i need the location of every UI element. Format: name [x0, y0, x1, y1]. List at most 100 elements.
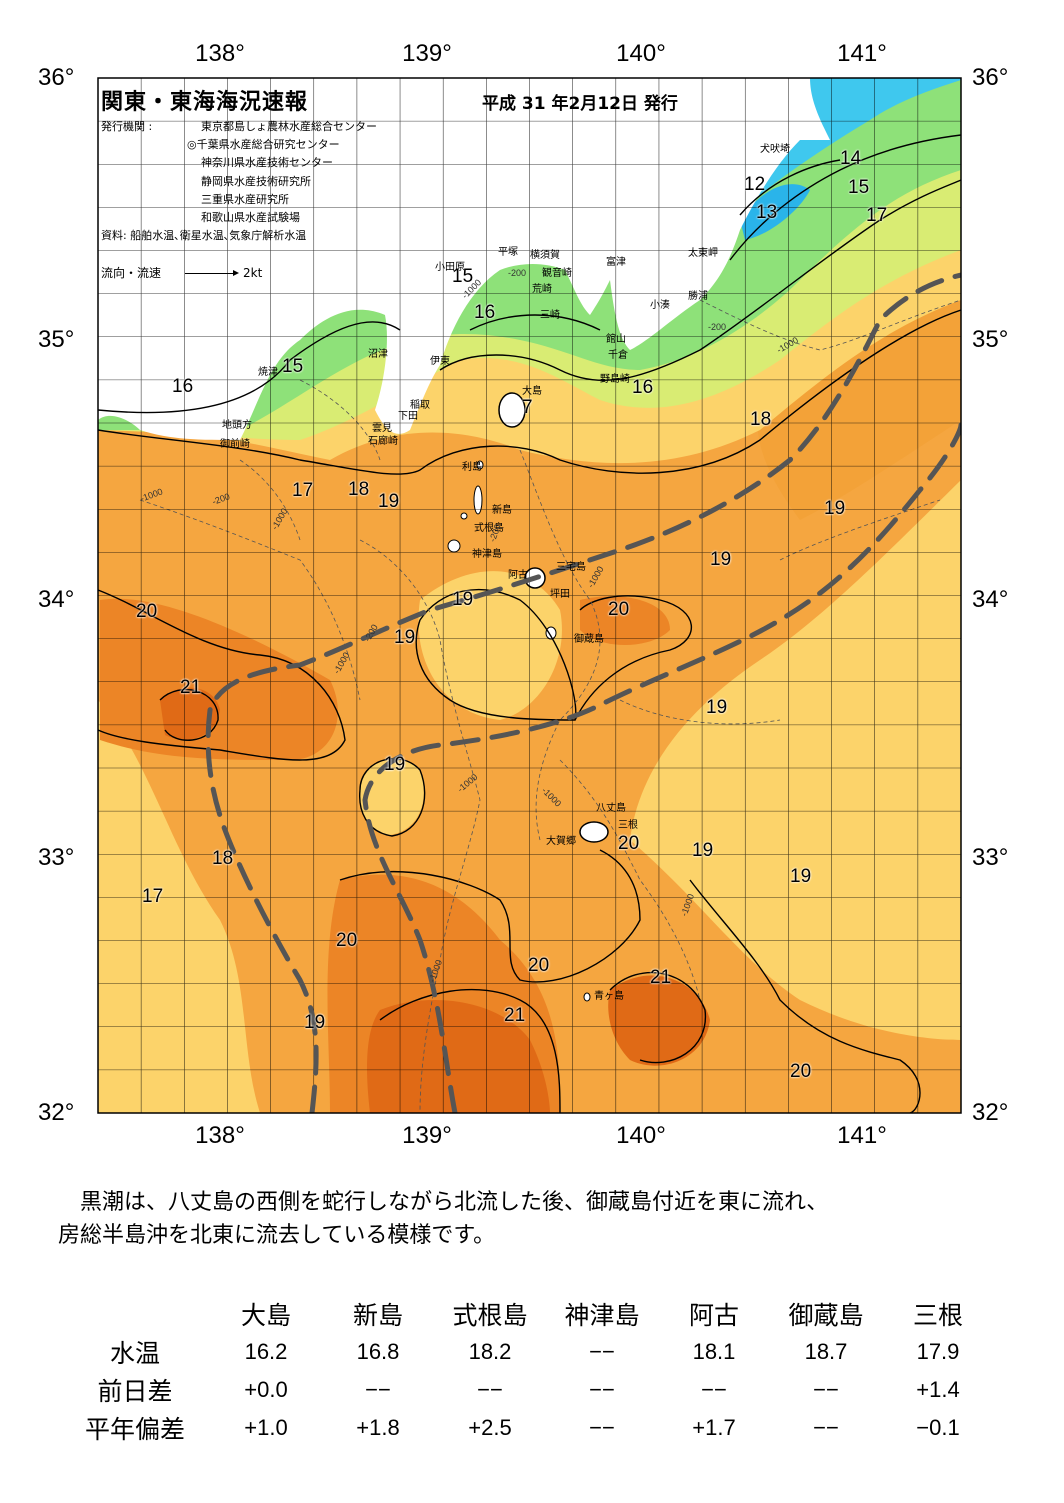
place-label: 式根島 [474, 523, 504, 534]
ocean-cool-east [630, 480, 961, 1040]
isotherm-label: 19 [706, 697, 728, 718]
place-label: 荒崎 [532, 284, 552, 295]
isotherm-label: 19 [824, 498, 846, 519]
place-label: 小湊 [650, 300, 670, 311]
table-column-header: 式根島 [452, 1302, 528, 1330]
place-label: 勝浦 [688, 291, 708, 302]
isotherm-label: 19 [452, 589, 474, 610]
row-header: 水温 [109, 1340, 160, 1368]
ocean-yellow-eddy [359, 759, 424, 835]
isotherm-label: 20 [618, 833, 640, 854]
place-label: 石廊崎 [368, 436, 398, 447]
lat-label-right: 32° [972, 1099, 1009, 1126]
table-header-row: 大島 新島 式根島 神津島 阿古 御蔵島 三根 [60, 1295, 994, 1333]
island-hachijo [579, 821, 609, 843]
isotherm-label: 19 [790, 866, 812, 887]
table-cell: +0.0 [244, 1377, 288, 1402]
lat-label-left: 36° [38, 64, 75, 91]
isotherm-label: 14 [840, 148, 862, 169]
table-column-header: 大島 [240, 1302, 291, 1330]
place-label: 三崎 [540, 310, 560, 321]
lon-label-top: 139° [402, 40, 452, 67]
isotherm-label: 19 [394, 627, 416, 648]
data-source: 資料: 船舶水温､衛星水温､気象庁解析水温 [101, 229, 307, 243]
table-cell: 16.2 [244, 1339, 288, 1364]
lon-label-bottom: 138° [195, 1122, 245, 1149]
isotherm-label: 16 [632, 377, 654, 398]
place-label: 地頭方 [222, 420, 252, 431]
kuroshio-axis [205, 272, 961, 1113]
isotherm-label: 16 [172, 376, 194, 397]
table-cell: +1.0 [244, 1415, 288, 1440]
island-oshima [498, 392, 526, 428]
legend-label: 流向・流速 [101, 266, 162, 280]
table-corner [60, 1295, 210, 1333]
ocean-hot-core-south [367, 1000, 550, 1113]
island-mikura [545, 626, 557, 640]
summary-line: 黒潮は、八丈島の西側を蛇行しながら北流した後、御蔵島付近を東に流れ、 [80, 1190, 829, 1215]
place-label: 富津 [606, 257, 626, 268]
lat-label-right: 33° [972, 844, 1009, 871]
isotherm-label: 21 [180, 677, 202, 698]
table-column-header: 神津島 [564, 1302, 640, 1330]
isotherm-label: 19 [710, 549, 732, 570]
table-cell: +1.4 [916, 1377, 960, 1402]
isotherm-label: 18 [212, 848, 234, 869]
table-row: 前日差 +0.0 −− −− −− −− −− +1.4 [60, 1371, 994, 1409]
isotherm-label: 19 [384, 754, 406, 775]
place-label: 大島 [522, 386, 542, 397]
table-column-header: 新島 [352, 1302, 403, 1330]
table-cell: −− [813, 1377, 839, 1402]
lon-label-top: 138° [195, 40, 245, 67]
table-column-header: 三根 [912, 1302, 963, 1330]
isotherm-label: 7 [522, 397, 533, 418]
table-cell: −− [701, 1377, 727, 1402]
isotherm-label: 20 [790, 1061, 812, 1082]
table-column-header: 阿古 [688, 1302, 739, 1330]
place-label: 稲取 [410, 400, 430, 411]
place-label: 焼津 [258, 367, 278, 378]
table-cell: −− [589, 1415, 615, 1440]
isotherm-label: 20 [336, 930, 358, 951]
lon-label-bottom: 141° [837, 1122, 887, 1149]
lon-label-bottom: 139° [402, 1122, 452, 1149]
lon-label-bottom: 140° [616, 1122, 666, 1149]
place-label: 野島崎 [600, 374, 630, 385]
table-row: 平年偏差 +1.0 +1.8 +2.5 −− +1.7 −− −0.1 [60, 1409, 994, 1447]
land-honshu [98, 78, 800, 440]
place-label: 下田 [398, 411, 418, 422]
issuer-org: 和歌山県水産試験場 [201, 211, 300, 225]
issuer-block: 発行機関 : 東京都島しょ農林水産総合センター ◎千葉県水産総合研究センター 神奈… [101, 118, 377, 245]
ocean-yellow-mid [418, 571, 562, 720]
place-label: 利島 [462, 462, 482, 473]
bathymetry-lines [139, 299, 961, 1113]
issuer-org: 三重県水産研究所 [201, 192, 289, 206]
table-column-header: 御蔵島 [788, 1302, 864, 1330]
lat-label-left: 32° [38, 1099, 75, 1126]
legend-arrow-icon [185, 270, 240, 276]
lat-label-right: 34° [972, 586, 1009, 613]
isotherm-lines [98, 134, 961, 1113]
place-label: 御蔵島 [574, 634, 604, 645]
map-canvas [97, 77, 962, 1114]
place-label: 平塚 [498, 247, 518, 258]
lon-label-top: 141° [837, 40, 887, 67]
place-label: 伊東 [430, 356, 450, 367]
place-label: 三根 [618, 820, 638, 831]
isotherm-label: 15 [452, 266, 474, 287]
table-cell: −− [589, 1339, 615, 1364]
island-kozushima [447, 539, 461, 553]
place-label: 雲見 [372, 423, 392, 434]
table-cell: +2.5 [468, 1415, 512, 1440]
island-niijima [473, 485, 483, 515]
lat-label-left: 35° [38, 326, 75, 353]
place-label: 新島 [492, 505, 512, 516]
table-cell: −− [813, 1415, 839, 1440]
table-cell: −− [589, 1377, 615, 1402]
table-cell: −− [477, 1377, 503, 1402]
isotherm-label: 20 [136, 601, 158, 622]
isotherm-label: 12 [744, 174, 766, 195]
place-label: 犬吠埼 [760, 144, 790, 155]
place-label: 小田原 [435, 262, 465, 273]
table-cell: −− [365, 1377, 391, 1402]
